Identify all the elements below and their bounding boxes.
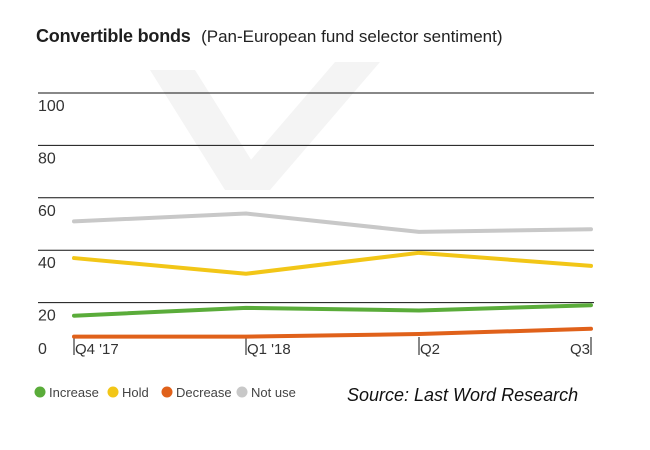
source-note: Source: Last Word Research — [347, 385, 579, 405]
series-line-increase — [72, 303, 593, 318]
legend-label: Decrease — [176, 385, 232, 400]
x-tick-label: Q2 — [420, 341, 440, 358]
y-tick-label: 20 — [38, 308, 56, 325]
legend-label: Hold — [122, 385, 149, 400]
series-line-decrease — [72, 326, 593, 339]
x-tick-label: Q3 — [570, 341, 590, 358]
chart-title: Convertible bonds — [36, 26, 191, 46]
legend-label: Not use — [251, 385, 296, 400]
y-tick-label: 80 — [38, 150, 56, 167]
legend-marker-hold — [107, 386, 119, 398]
chart-subtitle: (Pan-European fund selector sentiment) — [201, 27, 503, 46]
legend-label: Increase — [49, 385, 99, 400]
x-tick-label: Q4 '17 — [75, 341, 119, 358]
x-tick-label: Q1 '18 — [247, 341, 291, 358]
y-tick-label: 0 — [38, 341, 47, 358]
series-line-hold — [72, 250, 593, 276]
chart-title-row: Convertible bonds (Pan-European fund sel… — [36, 26, 503, 47]
series-line-not-use — [72, 211, 593, 234]
legend-marker-decrease — [161, 386, 173, 398]
y-tick-label: 100 — [38, 98, 65, 115]
y-tick-label: 60 — [38, 203, 56, 220]
legend-marker-not-use — [236, 386, 248, 398]
watermark-shape — [150, 70, 270, 190]
y-tick-label: 40 — [38, 255, 56, 272]
legend-marker-increase — [34, 386, 46, 398]
watermark-shape — [225, 62, 380, 190]
